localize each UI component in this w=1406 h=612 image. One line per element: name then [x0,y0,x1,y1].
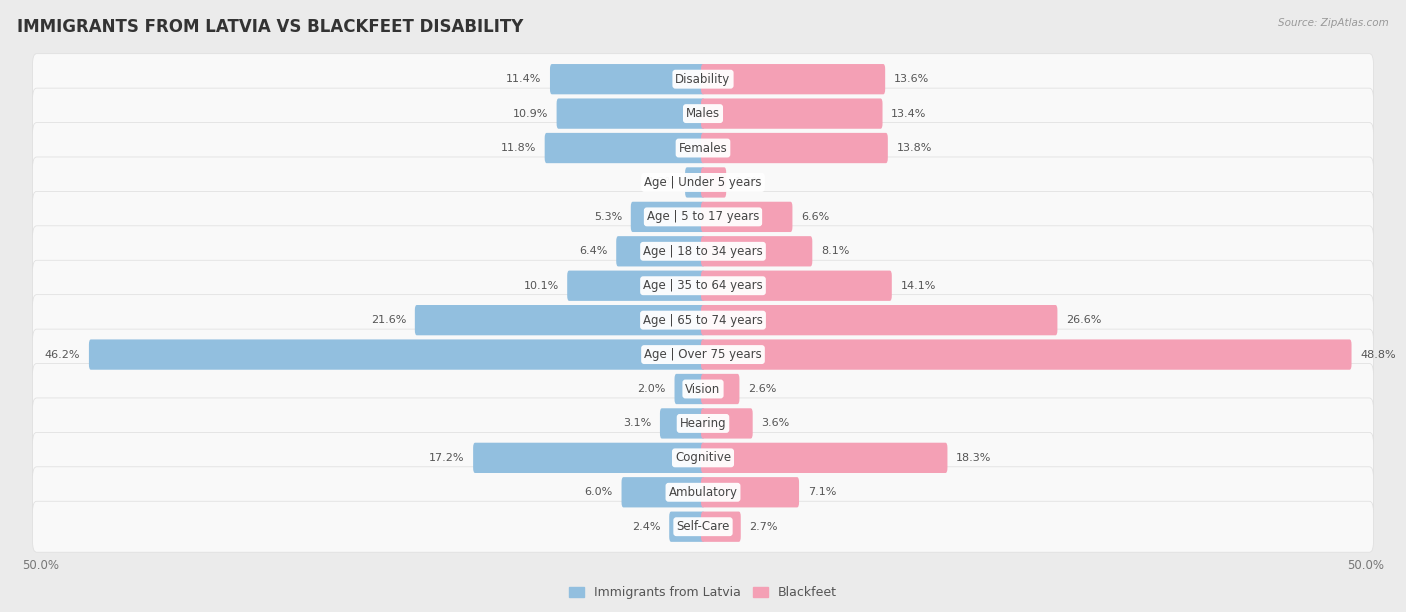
Text: Age | 18 to 34 years: Age | 18 to 34 years [643,245,763,258]
Text: 2.4%: 2.4% [633,521,661,532]
Text: Hearing: Hearing [679,417,727,430]
Text: Females: Females [679,141,727,154]
Text: 3.1%: 3.1% [623,419,651,428]
FancyBboxPatch shape [32,329,1374,380]
Text: 6.4%: 6.4% [579,246,607,256]
Text: Age | 65 to 74 years: Age | 65 to 74 years [643,314,763,327]
FancyBboxPatch shape [544,133,704,163]
FancyBboxPatch shape [32,192,1374,242]
FancyBboxPatch shape [32,88,1374,139]
FancyBboxPatch shape [621,477,704,507]
FancyBboxPatch shape [32,260,1374,312]
FancyBboxPatch shape [32,467,1374,518]
Text: 46.2%: 46.2% [45,349,80,360]
FancyBboxPatch shape [702,202,793,232]
FancyBboxPatch shape [32,54,1374,105]
Text: 21.6%: 21.6% [371,315,406,325]
FancyBboxPatch shape [32,364,1374,414]
FancyBboxPatch shape [685,167,704,198]
FancyBboxPatch shape [702,305,1057,335]
FancyBboxPatch shape [702,99,883,129]
FancyBboxPatch shape [702,374,740,404]
FancyBboxPatch shape [631,202,704,232]
Text: 10.9%: 10.9% [513,108,548,119]
FancyBboxPatch shape [702,477,799,507]
Text: Vision: Vision [685,382,721,395]
Text: 8.1%: 8.1% [821,246,849,256]
FancyBboxPatch shape [702,271,891,301]
Text: 18.3%: 18.3% [956,453,991,463]
FancyBboxPatch shape [89,340,704,370]
FancyBboxPatch shape [32,122,1374,174]
Text: 1.6%: 1.6% [735,177,763,187]
FancyBboxPatch shape [702,512,741,542]
Text: Source: ZipAtlas.com: Source: ZipAtlas.com [1278,18,1389,28]
Text: 2.6%: 2.6% [748,384,776,394]
FancyBboxPatch shape [702,236,813,266]
Text: Age | Under 5 years: Age | Under 5 years [644,176,762,189]
FancyBboxPatch shape [567,271,704,301]
Text: Age | 35 to 64 years: Age | 35 to 64 years [643,279,763,292]
FancyBboxPatch shape [702,167,725,198]
Text: 1.2%: 1.2% [648,177,676,187]
FancyBboxPatch shape [702,64,886,94]
Text: 10.1%: 10.1% [523,281,558,291]
FancyBboxPatch shape [32,226,1374,277]
FancyBboxPatch shape [32,157,1374,208]
Text: 17.2%: 17.2% [429,453,464,463]
Text: Ambulatory: Ambulatory [668,486,738,499]
Text: Age | Over 75 years: Age | Over 75 years [644,348,762,361]
FancyBboxPatch shape [32,294,1374,346]
FancyBboxPatch shape [669,512,704,542]
Text: Males: Males [686,107,720,120]
Text: 14.1%: 14.1% [900,281,936,291]
FancyBboxPatch shape [32,501,1374,552]
Text: IMMIGRANTS FROM LATVIA VS BLACKFEET DISABILITY: IMMIGRANTS FROM LATVIA VS BLACKFEET DISA… [17,18,523,36]
Text: 6.6%: 6.6% [801,212,830,222]
FancyBboxPatch shape [32,398,1374,449]
FancyBboxPatch shape [474,442,704,473]
FancyBboxPatch shape [659,408,704,439]
Text: 5.3%: 5.3% [593,212,623,222]
Text: 11.8%: 11.8% [501,143,536,153]
FancyBboxPatch shape [550,64,704,94]
Text: 13.4%: 13.4% [891,108,927,119]
FancyBboxPatch shape [32,433,1374,483]
Text: Self-Care: Self-Care [676,520,730,533]
FancyBboxPatch shape [616,236,704,266]
FancyBboxPatch shape [415,305,704,335]
Text: 2.7%: 2.7% [749,521,778,532]
Text: 26.6%: 26.6% [1066,315,1101,325]
Text: 13.8%: 13.8% [897,143,932,153]
Text: Disability: Disability [675,73,731,86]
FancyBboxPatch shape [702,133,887,163]
FancyBboxPatch shape [557,99,704,129]
Text: 11.4%: 11.4% [506,74,541,84]
Text: 6.0%: 6.0% [585,487,613,498]
Text: 13.6%: 13.6% [894,74,929,84]
Text: 7.1%: 7.1% [807,487,837,498]
FancyBboxPatch shape [675,374,704,404]
Text: 48.8%: 48.8% [1360,349,1396,360]
Legend: Immigrants from Latvia, Blackfeet: Immigrants from Latvia, Blackfeet [564,581,842,604]
Text: 3.6%: 3.6% [761,419,790,428]
FancyBboxPatch shape [702,442,948,473]
Text: Cognitive: Cognitive [675,452,731,465]
FancyBboxPatch shape [702,340,1351,370]
Text: 2.0%: 2.0% [637,384,666,394]
Text: Age | 5 to 17 years: Age | 5 to 17 years [647,211,759,223]
FancyBboxPatch shape [702,408,752,439]
